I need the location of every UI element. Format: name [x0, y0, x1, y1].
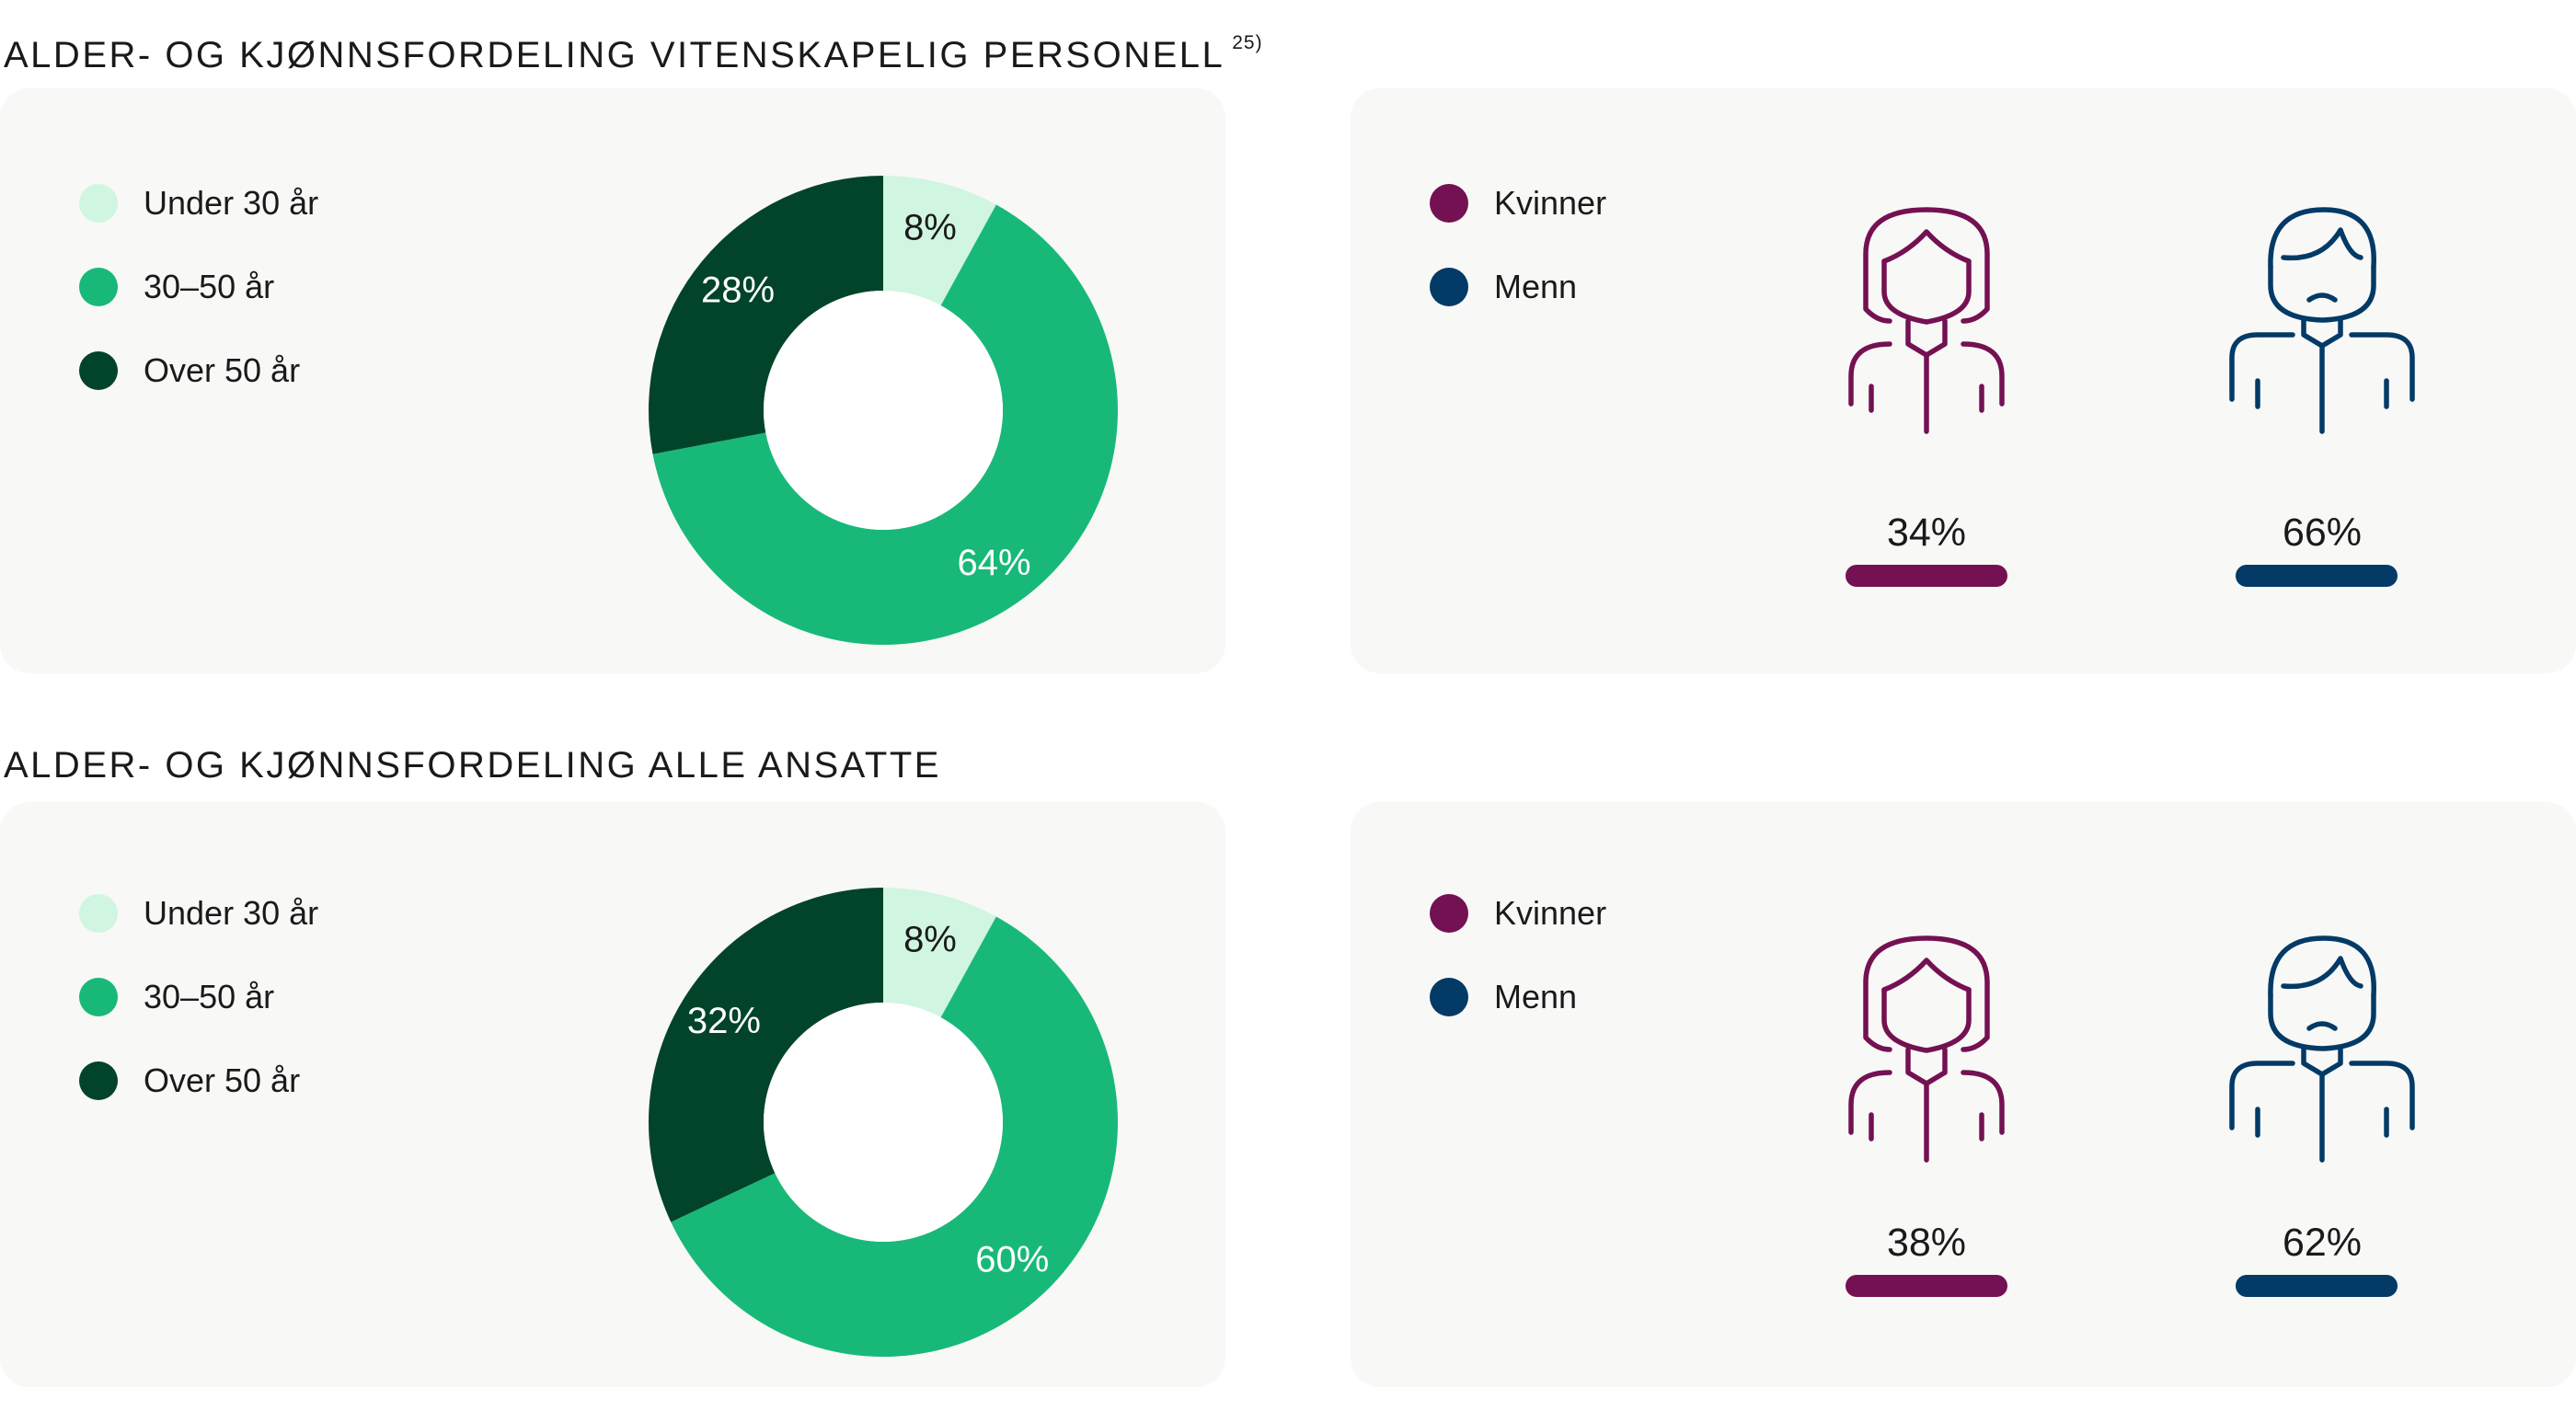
- legend-label: 30–50 år: [144, 267, 275, 305]
- legend-item-women: Kvinner: [1430, 182, 1606, 224]
- legend-swatch-over-50: [79, 1061, 118, 1100]
- age-panel: Under 30 år 30–50 år Over 50 år 8% 60% 32%: [0, 802, 1225, 1387]
- legend-label: Kvinner: [1494, 183, 1607, 222]
- data-label: 32%: [687, 1001, 761, 1041]
- man-icon: [2229, 207, 2415, 434]
- legend-label: Under 30 år: [144, 893, 319, 932]
- legend-item-30-50: 30–50 år: [79, 266, 318, 307]
- data-label: 8%: [903, 207, 957, 247]
- men-percentage: 62%: [2282, 1221, 2363, 1265]
- age-legend: Under 30 år 30–50 år Over 50 år: [79, 182, 318, 433]
- legend-swatch-30-50: [79, 977, 118, 1016]
- data-label: 60%: [975, 1239, 1049, 1279]
- age-panel: Under 30 år 30–50 år Over 50 år 8% 64% 28%: [0, 88, 1225, 673]
- section-title: ALDER- OG KJØNNSFORDELING VITENSKAPELIG …: [4, 33, 1263, 74]
- legend-label: 30–50 år: [144, 977, 275, 1015]
- men-bar: [2236, 565, 2398, 587]
- data-label: 8%: [903, 919, 957, 959]
- gender-panel: Kvinner Menn 34% 66%: [1351, 88, 2576, 673]
- section-title: ALDER- OG KJØNNSFORDELING ALLE ANSATTE: [4, 747, 941, 784]
- woman-icon: [1848, 207, 2005, 434]
- men-bar: [2236, 1275, 2398, 1297]
- legend-swatch-over-50: [79, 350, 118, 390]
- gender-panel: Kvinner Menn 38% 62%: [1351, 802, 2576, 1387]
- legend-swatch-men: [1430, 977, 1468, 1016]
- legend-item-women: Kvinner: [1430, 892, 1606, 934]
- legend-label: Kvinner: [1494, 893, 1607, 932]
- slice-under-30: [883, 176, 996, 306]
- donut-hole: [764, 1003, 1003, 1242]
- footnote-marker: 25): [1232, 32, 1263, 53]
- slice-30-50: [671, 916, 1118, 1357]
- legend-swatch-under-30: [79, 893, 118, 933]
- slice-under-30: [883, 888, 996, 1018]
- legend-item-under-30: Under 30 år: [79, 892, 318, 934]
- woman-icon: [1848, 935, 2005, 1163]
- data-label: 28%: [701, 270, 775, 310]
- data-label: 64%: [957, 543, 1030, 583]
- donut-hole: [764, 291, 1003, 530]
- age-donut-chart: 8% 60% 32%: [648, 888, 1118, 1357]
- legend-swatch-under-30: [79, 183, 118, 223]
- legend-label: Under 30 år: [144, 183, 319, 222]
- section-title-text: ALDER- OG KJØNNSFORDELING VITENSKAPELIG …: [4, 35, 1225, 75]
- legend-swatch-men: [1430, 267, 1468, 306]
- legend-label: Menn: [1494, 267, 1578, 305]
- slice-over-50: [649, 176, 883, 454]
- legend-swatch-30-50: [79, 267, 118, 306]
- slice-over-50: [648, 888, 883, 1222]
- legend-swatch-women: [1430, 893, 1468, 933]
- man-icon: [2229, 935, 2415, 1163]
- legend-item-men: Menn: [1430, 976, 1606, 1017]
- gender-legend: Kvinner Menn: [1430, 892, 1606, 1060]
- legend-label: Over 50 år: [144, 350, 301, 389]
- men-percentage: 66%: [2282, 510, 2363, 555]
- women-percentage: 34%: [1886, 510, 1967, 555]
- women-bar: [1846, 565, 2007, 587]
- age-donut-chart: 8% 64% 28%: [649, 176, 1118, 645]
- legend-label: Menn: [1494, 977, 1578, 1015]
- legend-item-under-30: Under 30 år: [79, 182, 318, 224]
- women-bar: [1846, 1275, 2007, 1297]
- legend-item-men: Menn: [1430, 266, 1606, 307]
- slice-30-50: [652, 204, 1118, 645]
- women-percentage: 38%: [1886, 1221, 1967, 1265]
- legend-label: Over 50 år: [144, 1061, 301, 1099]
- gender-legend: Kvinner Menn: [1430, 182, 1606, 350]
- legend-swatch-women: [1430, 183, 1468, 223]
- legend-item-over-50: Over 50 år: [79, 350, 318, 391]
- section-title-text: ALDER- OG KJØNNSFORDELING ALLE ANSATTE: [4, 745, 941, 786]
- legend-item-30-50: 30–50 år: [79, 976, 318, 1017]
- age-legend: Under 30 år 30–50 år Over 50 år: [79, 892, 318, 1143]
- legend-item-over-50: Over 50 år: [79, 1060, 318, 1101]
